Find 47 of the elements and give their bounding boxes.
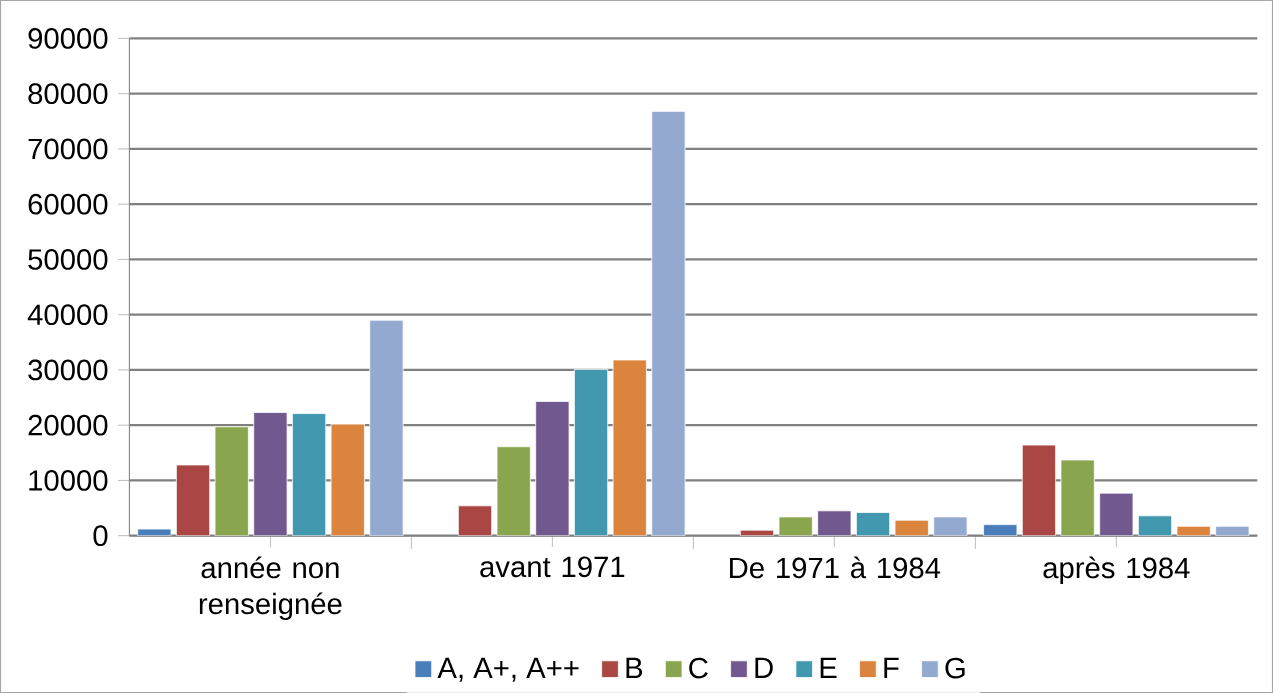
y-tick-label: 80000 xyxy=(28,83,108,105)
x-tick-label: année non renseignée xyxy=(199,556,342,621)
legend-label: C xyxy=(689,657,708,679)
bar xyxy=(651,110,686,536)
bar xyxy=(1137,515,1173,536)
bar xyxy=(137,528,172,536)
x-tick-label: après 1984 xyxy=(1043,556,1190,585)
bar xyxy=(535,400,570,536)
y-tick-label: 70000 xyxy=(28,138,108,160)
x-tick-label: avant 1971 xyxy=(480,556,625,578)
bar xyxy=(855,512,891,536)
bar xyxy=(496,446,531,536)
bar xyxy=(933,516,968,536)
y-tick-label: 20000 xyxy=(28,414,108,436)
y-tick-label: 10000 xyxy=(29,470,108,491)
y-tick-label: 30000 xyxy=(28,359,108,381)
bar xyxy=(214,426,249,536)
bar xyxy=(253,412,288,536)
x-tick-label: De 1971 à 1984 xyxy=(730,556,941,579)
bar xyxy=(573,368,609,536)
bar xyxy=(612,359,647,536)
bar xyxy=(369,319,404,536)
bar xyxy=(292,413,327,536)
bar xyxy=(175,464,211,536)
bar xyxy=(894,519,929,536)
y-tick-label: 40000 xyxy=(27,304,108,326)
bar xyxy=(1176,525,1211,536)
bar xyxy=(1099,492,1134,536)
bar xyxy=(1021,444,1057,536)
bar xyxy=(457,505,493,536)
y-tick-label: 0 xyxy=(93,525,108,547)
bar xyxy=(330,423,365,536)
bar xyxy=(817,510,852,536)
bar xyxy=(778,516,813,536)
legend-label: D xyxy=(755,657,773,678)
legend-label: A, A+, A++ xyxy=(437,657,579,682)
bar xyxy=(739,529,775,536)
bar xyxy=(983,524,1018,536)
legend-label: G xyxy=(945,657,965,679)
legend-label: F xyxy=(884,657,899,678)
legend-label: B xyxy=(626,657,643,678)
y-tick-label: 50000 xyxy=(28,249,108,270)
legend-label: E xyxy=(820,657,837,678)
bar xyxy=(1215,525,1250,536)
y-tick-label: 90000 xyxy=(28,28,108,49)
bar xyxy=(1060,459,1095,536)
y-tick-label: 60000 xyxy=(28,193,108,215)
